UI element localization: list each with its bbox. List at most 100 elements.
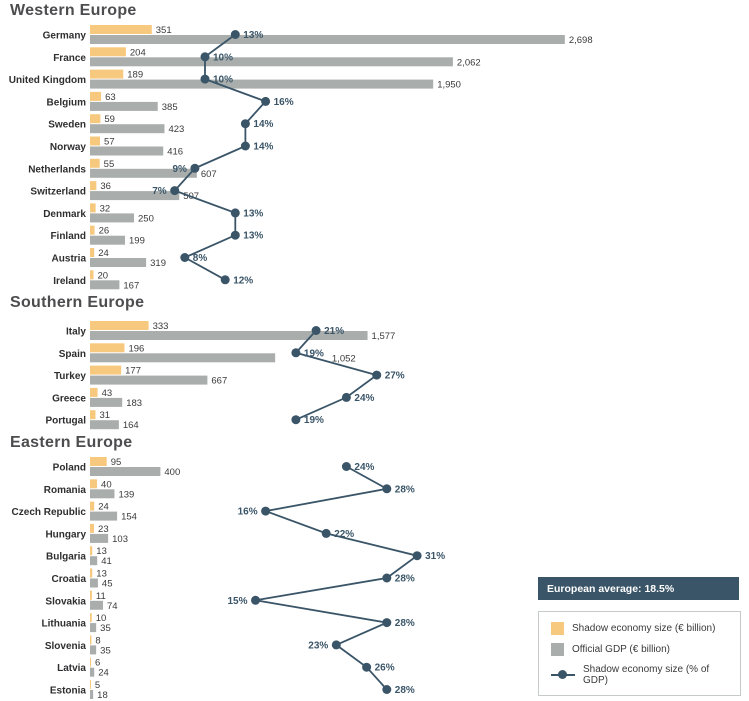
percent-label: 15% — [227, 596, 247, 607]
percent-dot — [382, 685, 392, 694]
percent-dot — [382, 573, 392, 583]
legend: Shadow economy size (€ billion) Official… — [538, 611, 741, 696]
country-label: Denmark — [43, 209, 86, 220]
country-label: Belgium — [47, 97, 87, 108]
percent-label: 8% — [193, 253, 208, 264]
percent-label: 26% — [375, 663, 395, 674]
gdp-bar — [90, 690, 94, 699]
shadow-value: 351 — [156, 25, 172, 36]
shadow-bar — [90, 270, 94, 280]
line-dot-icon — [551, 668, 575, 681]
gdp-value: 41 — [101, 556, 112, 567]
legend-item-official-gdp: Official GDP (€ billion) — [551, 642, 728, 656]
percent-label: 13% — [243, 30, 263, 41]
shadow-bar — [90, 114, 101, 124]
country-label: Germany — [43, 31, 87, 42]
gdp-bar — [90, 258, 147, 267]
percent-dot — [261, 96, 271, 106]
shadow-value: 6 — [95, 658, 100, 669]
shadow-value: 10 — [96, 613, 107, 624]
percent-label: 28% — [395, 574, 415, 585]
shadow-value: 20 — [98, 270, 109, 281]
percent-label: 22% — [334, 529, 354, 540]
gdp-value: 167 — [123, 280, 139, 291]
shadow-bar — [90, 91, 102, 101]
shadow-bar — [90, 181, 97, 191]
gdp-bar — [90, 667, 95, 677]
percent-label: 28% — [395, 618, 415, 629]
section-header-eastern-europe: Eastern Europe — [10, 434, 133, 451]
shadow-value: 23 — [98, 524, 109, 535]
shadow-value: 204 — [130, 47, 146, 58]
percent-dot — [170, 186, 180, 196]
percent-dot — [341, 462, 351, 471]
gdp-value: 400 — [164, 467, 180, 478]
gdp-bar — [90, 79, 434, 89]
section-header-western-europe: Western Europe — [10, 2, 137, 19]
percent-dot — [291, 415, 301, 425]
percent-dot — [230, 208, 240, 218]
gdp-bar — [90, 556, 98, 566]
gdp-bar — [90, 375, 208, 385]
gdp-bar — [90, 101, 158, 111]
country-label: Italy — [66, 327, 86, 338]
gdp-bar — [90, 213, 134, 223]
shadow-bar — [90, 680, 91, 689]
percent-dot — [240, 119, 250, 129]
gdp-bar — [90, 467, 161, 476]
gdp-value: 1,052 — [332, 353, 356, 364]
gdp-bar — [90, 600, 104, 610]
shadow-value: 95 — [111, 457, 122, 468]
percent-dot — [311, 326, 321, 335]
percent-line — [294, 329, 379, 421]
country-label: Poland — [53, 463, 86, 474]
gdp-bar — [90, 280, 120, 290]
percent-dot — [362, 662, 372, 672]
percent-dot — [230, 230, 240, 240]
shadow-bar — [90, 365, 122, 375]
percent-label: 27% — [385, 371, 405, 382]
gdp-value: 24 — [98, 668, 109, 679]
percent-dot — [240, 141, 250, 151]
gdp-value: 1,577 — [372, 331, 396, 342]
shadow-bar — [90, 479, 98, 489]
gdp-value: 1,950 — [437, 80, 461, 91]
shadow-bar — [90, 590, 92, 600]
gdp-value: 18 — [97, 690, 108, 701]
shadow-value: 177 — [125, 366, 141, 377]
shadow-value: 57 — [104, 137, 115, 148]
percent-dot — [200, 52, 210, 62]
percent-label: 19% — [304, 348, 324, 359]
percent-label: 16% — [274, 97, 294, 108]
country-label: Netherlands — [28, 164, 86, 175]
shadow-value: 59 — [104, 114, 115, 125]
percent-label: 13% — [243, 208, 263, 219]
percent-label: 10% — [213, 52, 233, 63]
percent-label: 10% — [213, 75, 233, 86]
country-label: Romania — [44, 485, 87, 496]
gray-square-icon — [551, 642, 564, 656]
gdp-value: 45 — [102, 579, 113, 590]
percent-label: 21% — [324, 326, 344, 337]
legend-item-shadow-economy: Shadow economy size (€ billion) — [551, 621, 728, 635]
country-label: Croatia — [52, 574, 87, 585]
percent-dot — [190, 163, 200, 173]
section-header-southern-europe: Southern Europe — [10, 294, 145, 311]
shadow-bar — [90, 47, 126, 57]
shadow-value: 32 — [100, 203, 111, 214]
country-label: Norway — [50, 142, 87, 153]
shadow-bar — [90, 158, 100, 168]
shadow-value: 36 — [100, 181, 111, 192]
shadow-value: 63 — [105, 92, 116, 103]
country-label: Latvia — [57, 663, 86, 674]
gdp-bar — [90, 124, 165, 134]
shadow-bar — [90, 69, 124, 79]
country-label: Spain — [59, 349, 86, 360]
country-label: Switzerland — [30, 187, 86, 198]
gdp-value: 250 — [138, 213, 154, 224]
percent-dot — [230, 30, 240, 39]
country-label: Portugal — [45, 416, 86, 427]
shadow-value: 24 — [98, 248, 109, 259]
percent-label: 14% — [253, 142, 273, 153]
